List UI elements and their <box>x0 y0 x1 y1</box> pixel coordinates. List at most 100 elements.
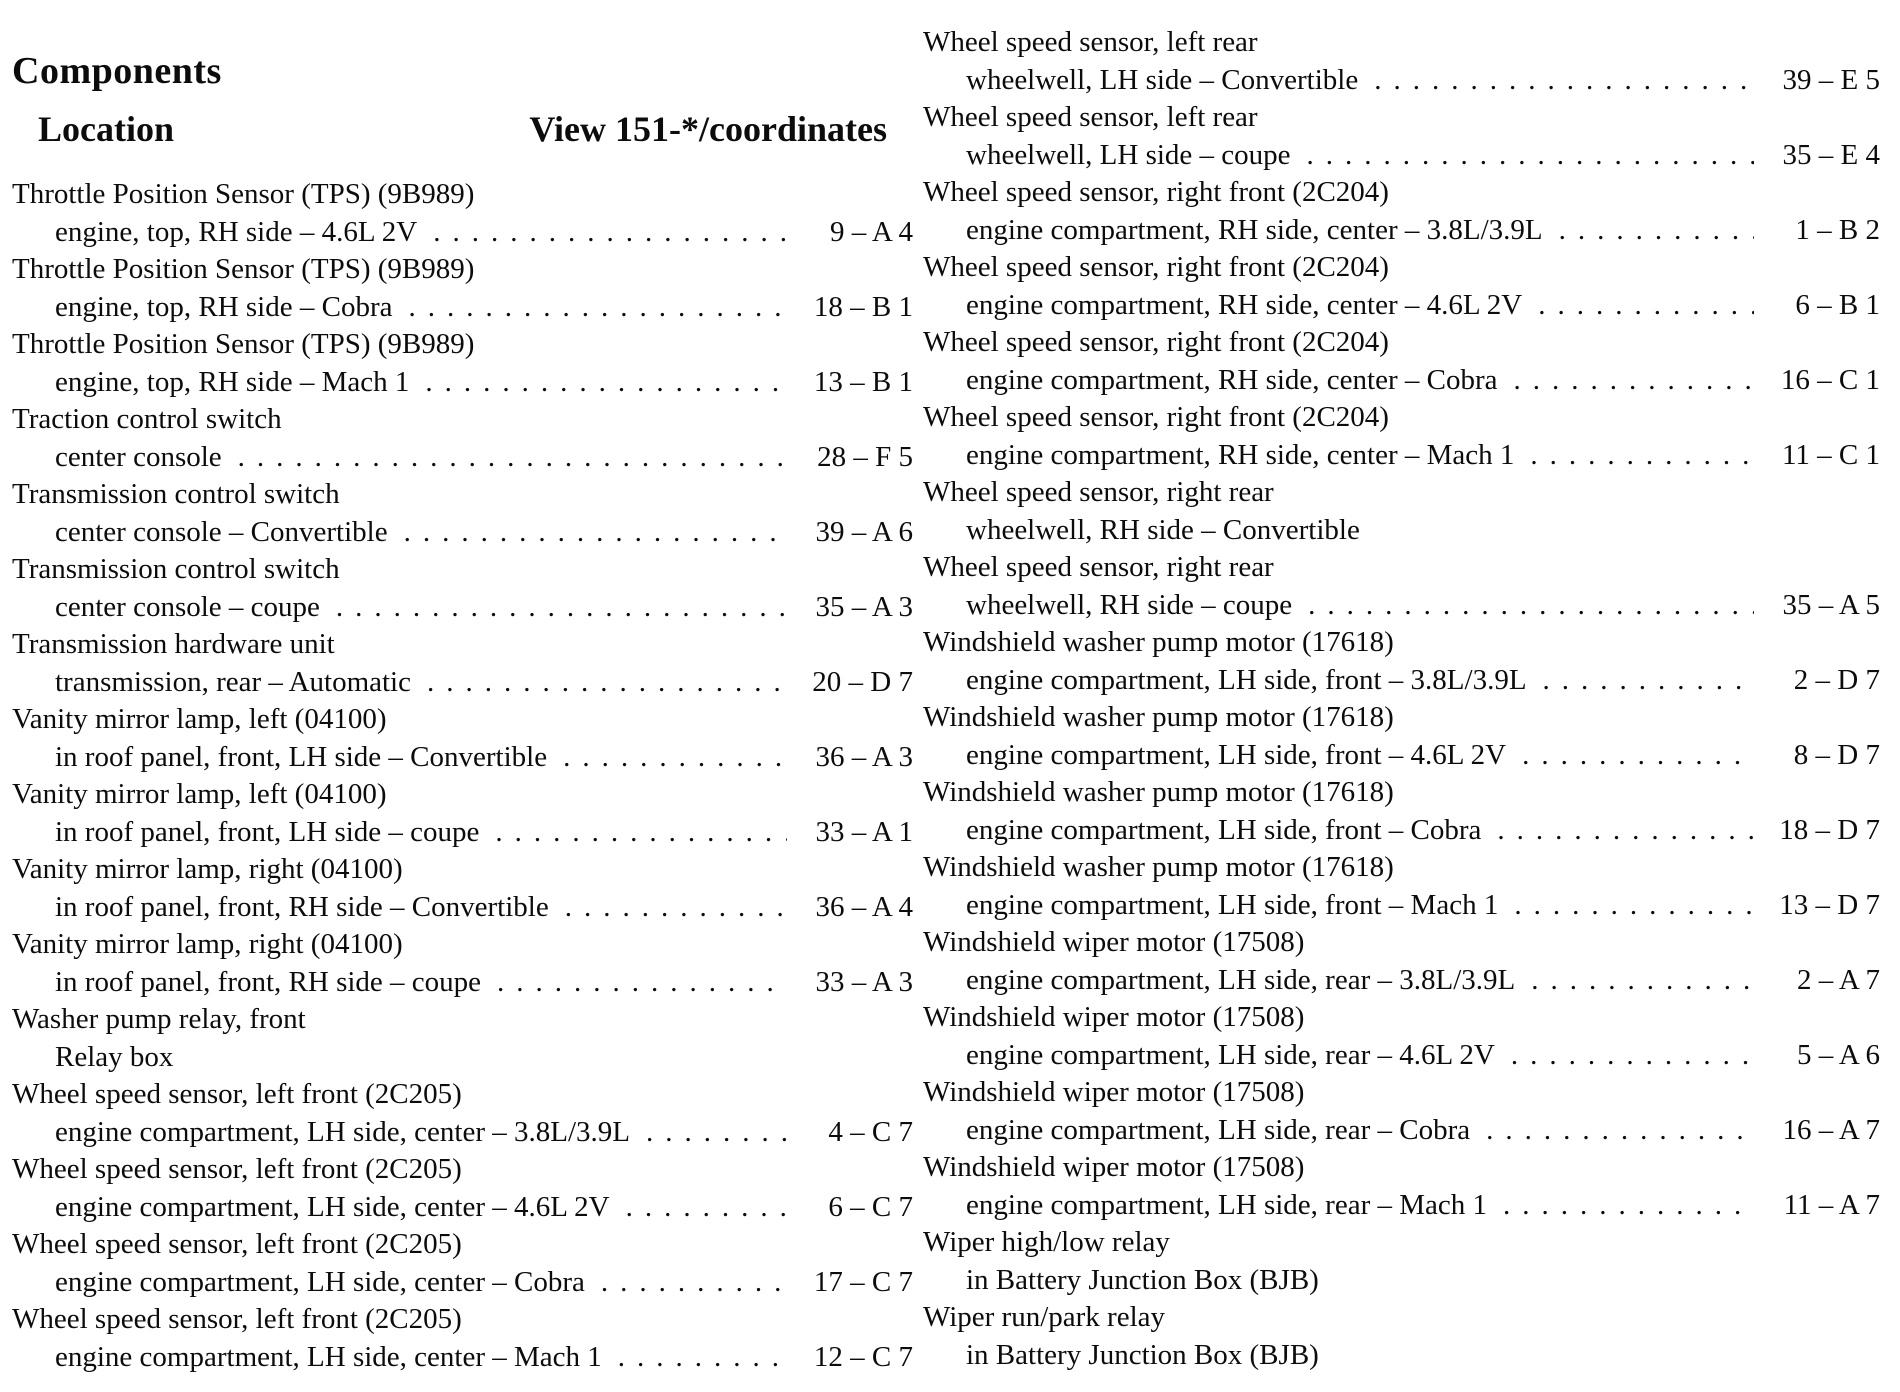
component-name: Wiper high/low relay <box>923 1226 1170 1258</box>
dot-leader: ........................................… <box>495 815 787 848</box>
column-headers: Location View 151-*/coordinates <box>12 108 913 150</box>
view-coordinate: 2 – D 7 <box>1793 663 1880 696</box>
component-name: Windshield wiper motor (17508) <box>923 1001 1305 1033</box>
dot-leader: ........................................… <box>625 1190 787 1223</box>
dot-leader: ........................................… <box>563 740 787 773</box>
view-coordinate: 16 – A 7 <box>1782 1113 1881 1146</box>
location-text: wheelwell, RH side – coupe <box>966 588 1293 621</box>
location-text: wheelwell, LH side – coupe <box>966 138 1291 171</box>
location-text: engine compartment, LH side, center – 3.… <box>55 1115 630 1148</box>
dot-leader: ........................................… <box>1538 288 1754 321</box>
component-entry: Throttle Position Sensor (TPS) (9B989) en… <box>12 326 913 401</box>
location-text: in roof panel, front, LH side – coupe <box>55 815 480 848</box>
view-coordinate: 9 – A 4 <box>830 215 913 248</box>
dot-leader: ........................................… <box>497 965 787 998</box>
component-entry: Vanity mirror lamp, left (04100) in roof … <box>12 701 913 776</box>
right-column: Wheel speed sensor, left rear wheelwell, … <box>923 0 1880 1374</box>
component-entry: Wheel speed sensor, right front (2C204) e… <box>923 399 1880 474</box>
location-text: engine compartment, RH side, center – Ma… <box>966 438 1515 471</box>
left-entries-list: Throttle Position Sensor (TPS) (9B989) en… <box>12 176 913 1376</box>
location-text: engine compartment, LH side, rear – 3.8L… <box>966 963 1516 996</box>
component-location-row: engine compartment, LH side, rear – Cobr… <box>923 1112 1880 1150</box>
view-coordinate: 17 – C 7 <box>813 1265 913 1298</box>
dot-leader: ........................................… <box>617 1340 787 1373</box>
component-entry: Transmission control switch center consol… <box>12 551 913 626</box>
view-coordinate: 13 – D 7 <box>1779 888 1880 921</box>
component-location-row: engine compartment, LH side, rear – 3.8L… <box>923 962 1880 1000</box>
dot-leader: ........................................… <box>1522 738 1754 771</box>
view-coordinate: 39 – A 6 <box>815 515 914 548</box>
component-location-row: center console..........................… <box>12 439 913 477</box>
dot-leader: ........................................… <box>646 1115 787 1148</box>
component-name: Throttle Position Sensor (TPS) (9B989) <box>12 328 475 360</box>
location-column-header: Location <box>38 109 175 149</box>
location-text: center console – coupe <box>55 590 320 623</box>
component-name: Wheel speed sensor, left rear <box>923 101 1258 133</box>
component-name: Wheel speed sensor, left front (2C205) <box>12 1153 462 1185</box>
dot-leader: ........................................… <box>433 215 787 248</box>
view-coordinate: 28 – F 5 <box>817 440 913 473</box>
component-location-row: transmission, rear – Automatic..........… <box>12 664 913 702</box>
dot-leader: ........................................… <box>1374 63 1754 96</box>
component-name: Wheel speed sensor, right front (2C204) <box>923 401 1389 433</box>
component-name: Traction control switch <box>12 403 282 435</box>
location-text: engine, top, RH side – Cobra <box>55 290 393 323</box>
component-location-row: engine compartment, LH side, front – 4.6… <box>923 737 1880 775</box>
dot-leader: ........................................… <box>425 365 787 398</box>
view-coordinate: 33 – A 3 <box>815 965 914 998</box>
component-name: Windshield washer pump motor (17618) <box>923 626 1394 658</box>
view-coordinate: 18 – D 7 <box>1779 813 1880 846</box>
location-text: wheelwell, LH side – Convertible <box>966 63 1359 96</box>
component-name: Wheel speed sensor, left front (2C205) <box>12 1228 462 1260</box>
location-text: Relay box <box>55 1040 174 1073</box>
component-entry: Wheel speed sensor, left front (2C205) en… <box>12 1301 913 1376</box>
left-column: Components Location View 151-*/coordinat… <box>12 0 913 1376</box>
dot-leader: ........................................… <box>1486 1113 1754 1146</box>
component-name: Wheel speed sensor, left rear <box>923 26 1258 58</box>
component-name: Windshield wiper motor (17508) <box>923 1076 1305 1108</box>
component-entry: Wheel speed sensor, right rear wheelwell,… <box>923 474 1880 549</box>
component-entry: Wheel speed sensor, left front (2C205) en… <box>12 1151 913 1226</box>
location-text: engine compartment, LH side, rear – 4.6L… <box>966 1038 1495 1071</box>
component-entry: Windshield washer pump motor (17618) engi… <box>923 774 1880 849</box>
dot-leader: ........................................… <box>1308 588 1754 621</box>
component-name: Windshield wiper motor (17508) <box>923 1151 1305 1183</box>
location-text: in Battery Junction Box (BJB) <box>966 1263 1319 1296</box>
view-coordinate: 5 – A 6 <box>1797 1038 1880 1071</box>
component-location-row: wheelwell, RH side – Convertible <box>923 512 1880 550</box>
view-coordinate: 6 – B 1 <box>1795 288 1880 321</box>
view-coordinate: 6 – C 7 <box>828 1190 913 1223</box>
location-text: engine compartment, LH side, center – 4.… <box>55 1190 610 1223</box>
component-name: Windshield washer pump motor (17618) <box>923 776 1394 808</box>
component-location-row: center console – Convertible............… <box>12 514 913 552</box>
component-location-row: in roof panel, front, RH side – Converti… <box>12 889 913 927</box>
component-location-row: engine compartment, LH side, center – Ma… <box>12 1339 913 1377</box>
component-entry: Wheel speed sensor, left rear wheelwell, … <box>923 99 1880 174</box>
component-location-row: engine compartment, LH side, front – Mac… <box>923 887 1880 925</box>
location-text: engine compartment, LH side, front – Cob… <box>966 813 1482 846</box>
component-name: Transmission hardware unit <box>12 628 335 660</box>
component-entry: Traction control switch center console...… <box>12 401 913 476</box>
component-name: Transmission control switch <box>12 478 340 510</box>
right-entries-list: Wheel speed sensor, left rear wheelwell, … <box>923 0 1880 1374</box>
component-location-row: engine compartment, RH side, center – Ma… <box>923 437 1880 475</box>
component-location-row: engine compartment, LH side, center – 3.… <box>12 1114 913 1152</box>
dot-leader: ........................................… <box>1542 663 1754 696</box>
component-name: Windshield washer pump motor (17618) <box>923 851 1394 883</box>
view-coordinate: 4 – C 7 <box>828 1115 913 1148</box>
component-location-row: engine, top, RH side – 4.6L 2V..........… <box>12 214 913 252</box>
component-location-row: in roof panel, front, LH side – coupe...… <box>12 814 913 852</box>
view-coordinate: 12 – C 7 <box>813 1340 913 1373</box>
view-coordinate: 13 – B 1 <box>813 365 913 398</box>
component-entry: Windshield wiper motor (17508) engine com… <box>923 1074 1880 1149</box>
view-coordinate: 11 – C 1 <box>1781 438 1880 471</box>
location-text: center console <box>55 440 222 473</box>
component-name: Wheel speed sensor, right rear <box>923 476 1274 508</box>
location-text: engine compartment, LH side, center – Co… <box>55 1265 585 1298</box>
location-text: in roof panel, front, RH side – coupe <box>55 965 482 998</box>
component-name: Wheel speed sensor, left front (2C205) <box>12 1303 462 1335</box>
component-location-row: wheelwell, LH side – coupe..............… <box>923 137 1880 175</box>
component-location-row: engine compartment, RH side, center – 3.… <box>923 212 1880 250</box>
component-name: Washer pump relay, front <box>12 1003 306 1035</box>
component-name: Wheel speed sensor, right rear <box>923 551 1274 583</box>
